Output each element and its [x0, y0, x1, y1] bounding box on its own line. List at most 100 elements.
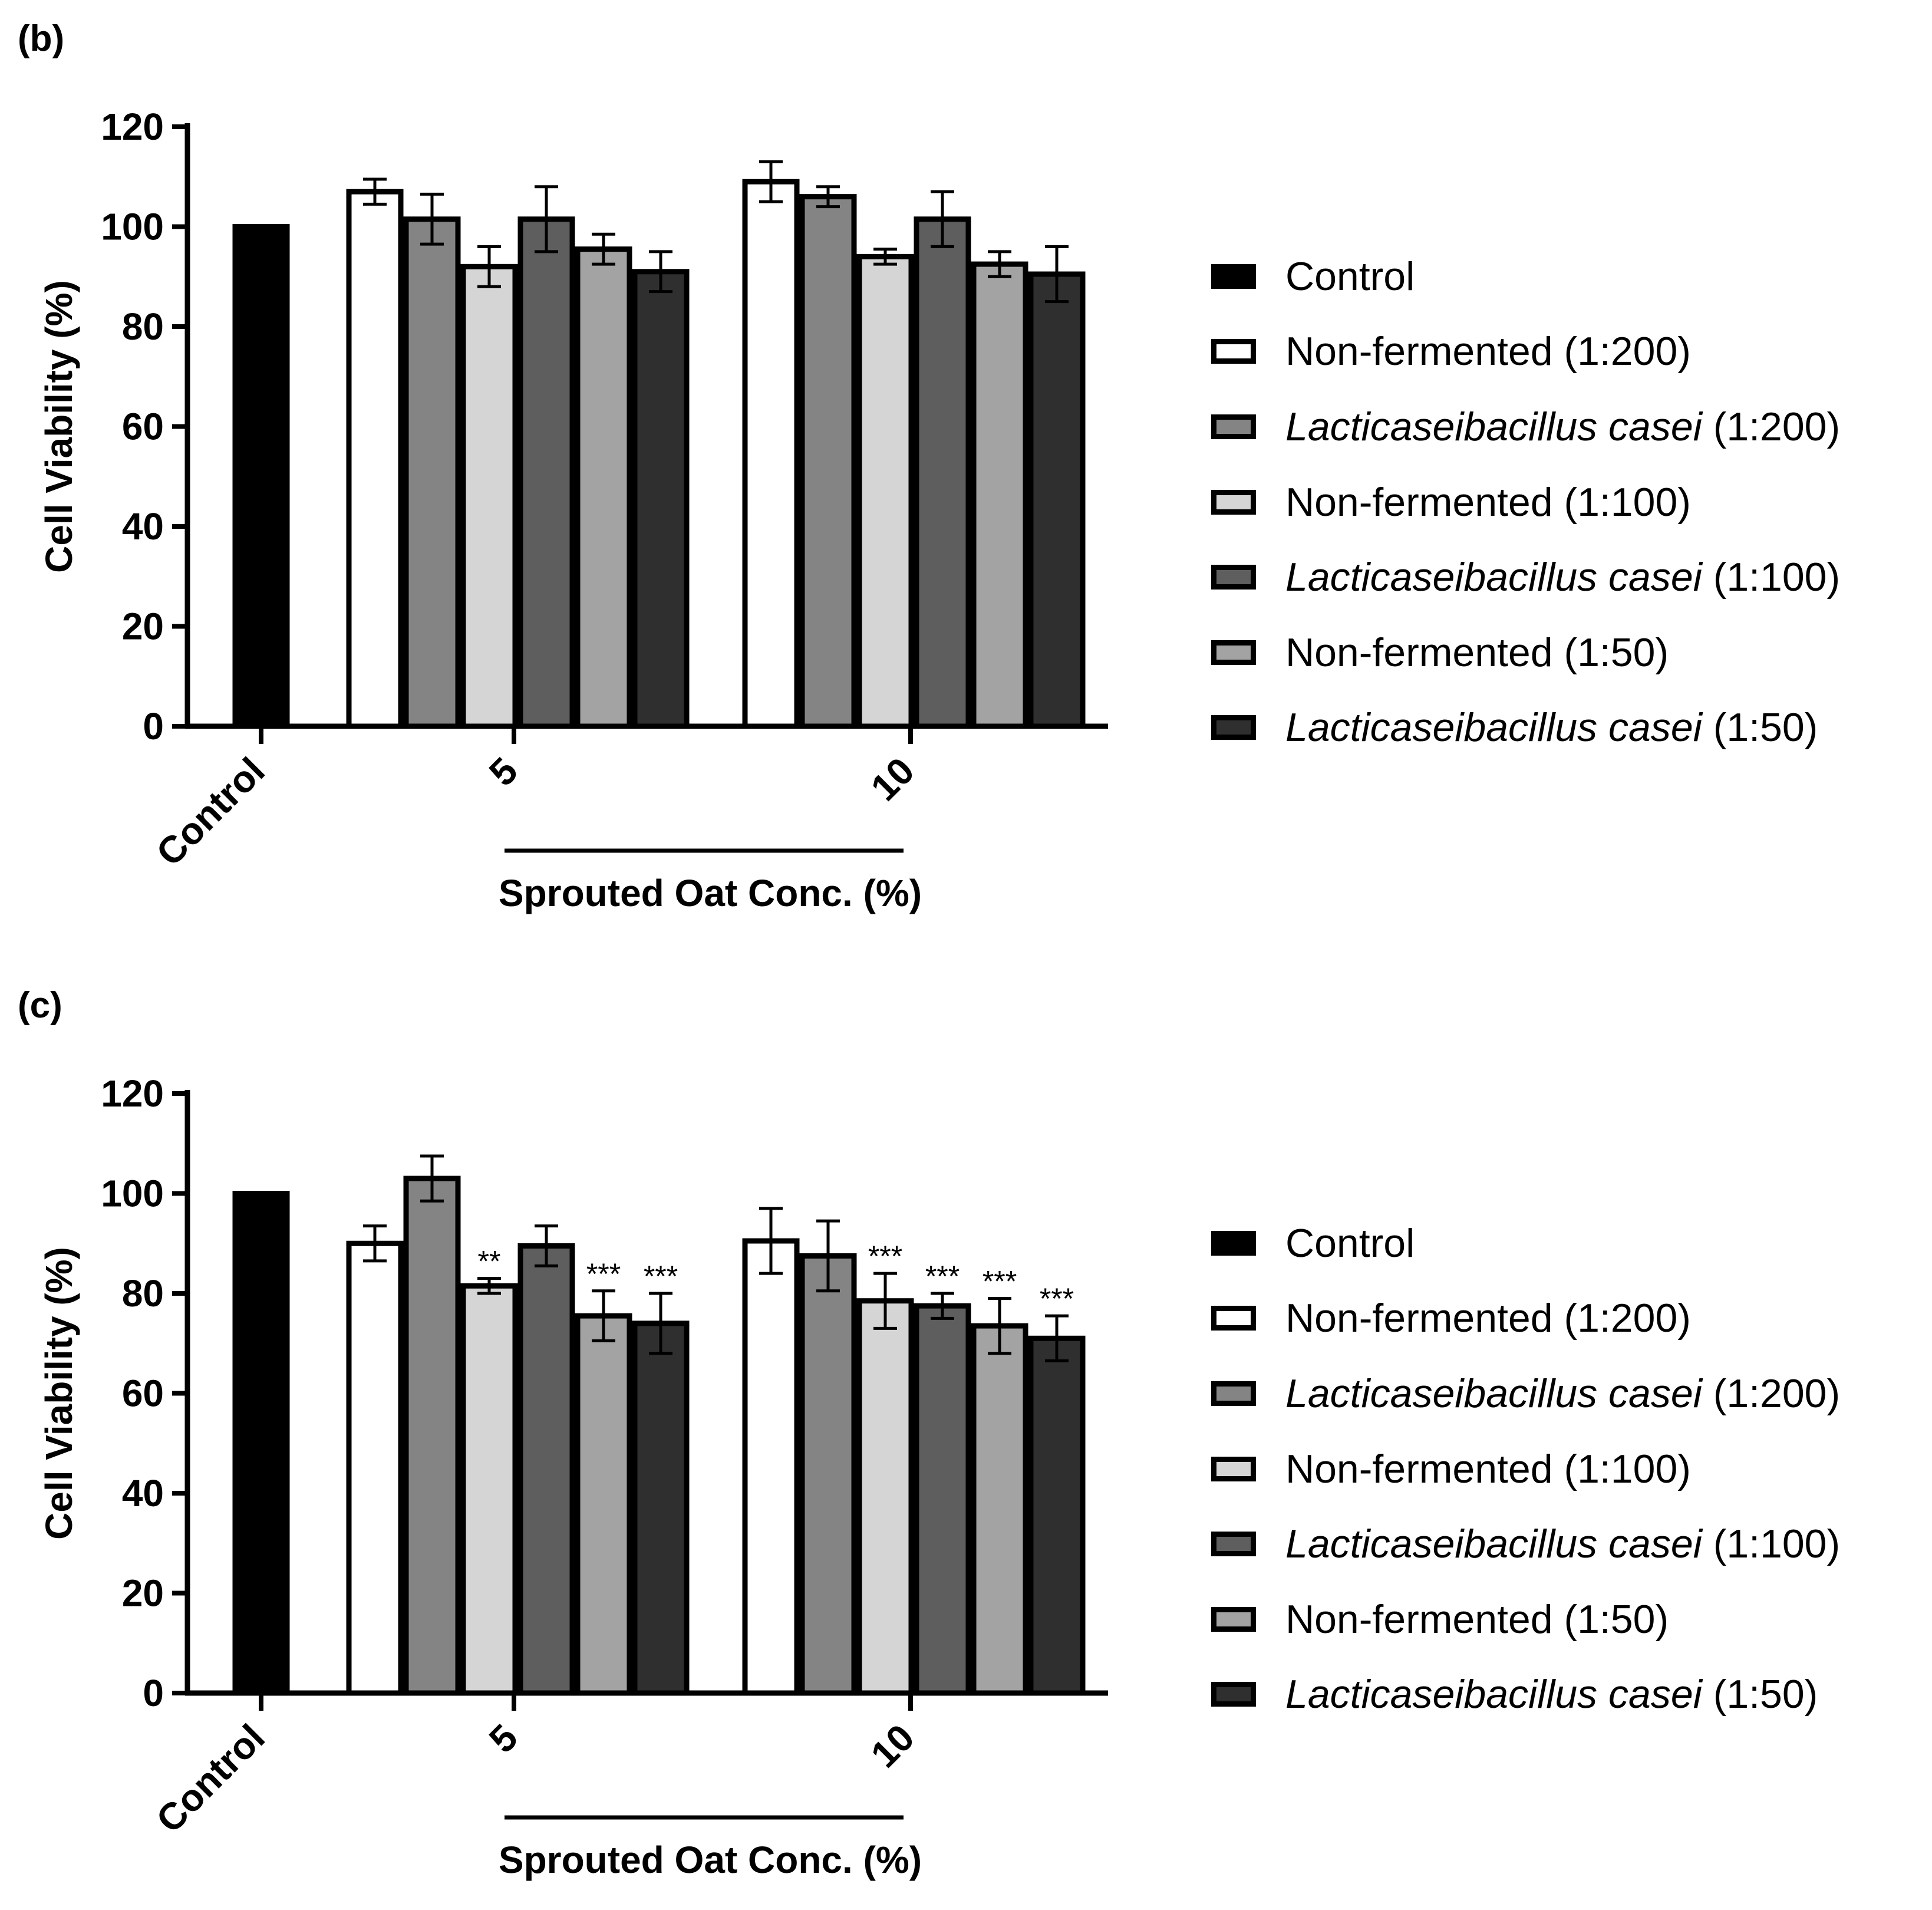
significance-marker: *** [925, 1260, 960, 1293]
legend-swatch [1211, 264, 1256, 289]
y-axis-label: Cell Viability (%) [38, 280, 80, 573]
y-axis-label: Cell Viability (%) [38, 1247, 80, 1540]
y-tick-label: 0 [143, 1672, 164, 1714]
bar [346, 189, 404, 729]
legend-item: Non-fermented (1:200) [1211, 314, 1840, 390]
significance-marker: ** [478, 1245, 501, 1278]
bar [460, 1283, 518, 1696]
legend-swatch [1211, 1606, 1256, 1632]
legend-item: Lacticaseibacillus casei (1:50) [1211, 690, 1840, 766]
panel-label: (c) [18, 985, 62, 1026]
bar [1028, 271, 1086, 729]
bar [517, 1243, 575, 1696]
legend-item: Non-fermented (1:100) [1211, 465, 1840, 540]
legend-swatch [1211, 1306, 1256, 1331]
bar [403, 1175, 461, 1696]
bar [575, 246, 632, 729]
y-tick-label: 20 [122, 605, 164, 648]
y-tick-label: 60 [122, 406, 164, 448]
bar-chart-c: 0 20 40 60 80 100 120 Cell Viability (%) Control… [38, 1072, 1108, 1881]
bar-control [232, 224, 290, 729]
legend-label-italic: Lacticaseibacillus casei [1285, 705, 1702, 750]
legend-label-italic: Lacticaseibacillus casei [1285, 555, 1702, 600]
significance-marker: *** [868, 1240, 902, 1273]
legend-swatch [1211, 640, 1256, 665]
legend-swatch [1211, 1456, 1256, 1481]
bar [856, 253, 914, 729]
legend-label: Non-fermented (1:50) [1285, 1596, 1669, 1642]
x-group-label: 10 [863, 1716, 922, 1776]
y-tick-label: 20 [122, 1572, 164, 1615]
bar [517, 216, 575, 729]
legend-swatch [1211, 489, 1256, 515]
y-tick-label: 80 [122, 305, 164, 348]
x-group-label: Control [148, 1716, 273, 1841]
significance-marker: *** [983, 1264, 1017, 1298]
legend: Control Non-fermented (1:200) Lacticaseiba… [1211, 1206, 1840, 1732]
legend: Control Non-fermented (1:200) Lacticaseiba… [1211, 239, 1840, 765]
legend-item: Lacticaseibacillus casei (1:200) [1211, 389, 1840, 465]
legend-item: Control [1211, 239, 1840, 314]
x-axis-label: Sprouted Oat Conc. (%) [499, 1839, 922, 1881]
legend-swatch [1211, 565, 1256, 590]
bar [742, 179, 800, 729]
y-tick-label: 80 [122, 1272, 164, 1315]
panel-label: (b) [18, 18, 65, 59]
y-tick-label: 100 [101, 206, 164, 248]
bar [575, 1313, 632, 1696]
legend-item: Non-fermented (1:100) [1211, 1431, 1840, 1507]
legend-swatch [1211, 1381, 1256, 1406]
significance-marker: *** [1040, 1282, 1074, 1315]
legend-swatch [1211, 1230, 1256, 1256]
legend-label: Control [1285, 1220, 1415, 1266]
bar [346, 1240, 404, 1696]
legend-swatch [1211, 1682, 1256, 1707]
legend-label: Control [1285, 253, 1415, 299]
legend-swatch [1211, 1532, 1256, 1557]
y-tick-label: 120 [101, 1072, 164, 1115]
bar [632, 269, 690, 729]
bar [1028, 1335, 1086, 1696]
y-tick-label: 40 [122, 505, 164, 548]
bar-chart-b: 0 20 40 60 80 100 120 Cell Viability (%) Control… [38, 106, 1108, 914]
y-tick-label: 60 [122, 1372, 164, 1415]
legend-label: Non-fermented (1:200) [1285, 329, 1691, 374]
legend-label-italic: Lacticaseibacillus casei [1285, 1672, 1702, 1717]
legend-label: Non-fermented (1:200) [1285, 1296, 1691, 1341]
x-group-label: 5 [481, 1716, 526, 1761]
legend-item: Lacticaseibacillus casei (1:100) [1211, 1506, 1840, 1582]
x-group-label: 5 [481, 749, 526, 794]
x-group-label: 10 [863, 749, 922, 809]
bar [742, 1238, 800, 1696]
bar [914, 216, 971, 729]
y-tick-label: 100 [101, 1173, 164, 1215]
x-group-label: Control [148, 749, 273, 874]
legend-item: Lacticaseibacillus casei (1:200) [1211, 1356, 1840, 1431]
bar [914, 1303, 971, 1696]
legend-item: Control [1211, 1206, 1840, 1281]
y-tick-label: 40 [122, 1472, 164, 1514]
legend-label: Non-fermented (1:100) [1285, 1446, 1691, 1491]
bar-control [232, 1191, 290, 1696]
y-tick-label: 0 [143, 705, 164, 747]
bar [632, 1320, 690, 1696]
legend-item: Non-fermented (1:200) [1211, 1281, 1840, 1356]
bar [403, 216, 461, 729]
x-axis-label: Sprouted Oat Conc. (%) [499, 872, 922, 914]
bar [799, 1253, 857, 1696]
legend-label: Lacticaseibacillus casei (1:200) [1285, 1371, 1841, 1416]
legend-swatch [1211, 715, 1256, 740]
legend-label: Lacticaseibacillus casei (1:50) [1285, 1672, 1818, 1717]
legend-label: Lacticaseibacillus casei (1:100) [1285, 1522, 1841, 1567]
bar [971, 1323, 1028, 1696]
legend-label: Non-fermented (1:100) [1285, 479, 1691, 525]
panel-b: (b) 0 20 40 60 80 100 120 Cell Viability (%) Con… [0, 0, 1932, 943]
significance-marker: *** [644, 1260, 678, 1293]
legend-label-italic: Lacticaseibacillus casei [1285, 404, 1702, 449]
legend-item: Lacticaseibacillus casei (1:100) [1211, 539, 1840, 615]
panel-c: (c) 0 20 40 60 80 100 120 Cell Viability (%) Con… [0, 967, 1932, 1910]
legend-label-italic: Lacticaseibacillus casei [1285, 1522, 1702, 1567]
legend-label: Non-fermented (1:50) [1285, 630, 1669, 675]
legend-label: Lacticaseibacillus casei (1:200) [1285, 404, 1841, 449]
legend-item: Non-fermented (1:50) [1211, 1582, 1840, 1657]
